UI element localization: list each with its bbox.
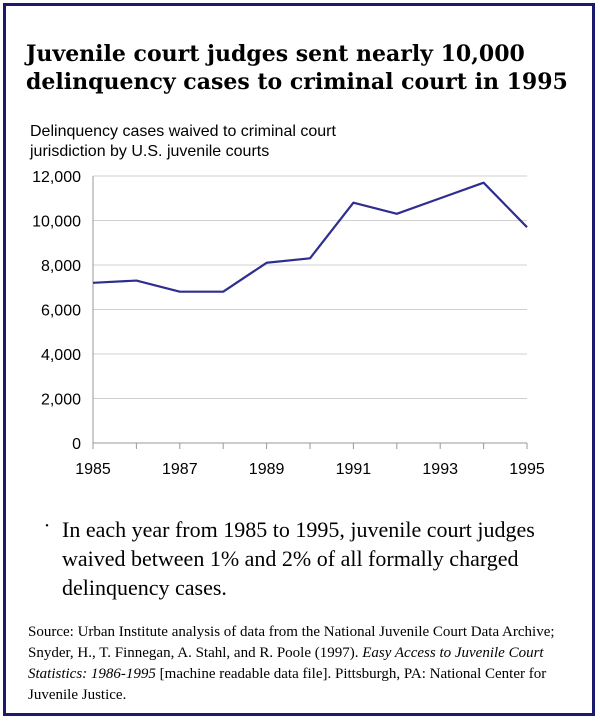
source-citation: Source: Urban Institute analysis of data… [28, 622, 578, 706]
page-frame [3, 3, 595, 716]
y-tick-label: 0 [72, 436, 81, 453]
y-tick-label: 2,000 [41, 392, 81, 409]
y-tick-label: 6,000 [41, 303, 81, 320]
source-text-end: [machine readable data file]. Pittsburgh… [28, 666, 547, 703]
y-tick-label: 12,000 [32, 169, 81, 186]
x-tick-label: 1987 [162, 461, 198, 478]
y-axis-label: Delinquency cases waived to criminal cou… [30, 123, 336, 160]
chart-title: Juvenile court judges sent nearly 10,000… [26, 41, 568, 95]
x-tick-label: 1989 [249, 461, 285, 478]
y-tick-label: 8,000 [41, 258, 81, 275]
y-tick-label: 4,000 [41, 347, 81, 364]
data-line [92, 181, 528, 293]
source-text: Source: Urban Institute analysis of data… [28, 624, 555, 661]
x-tick-label: 1993 [422, 461, 458, 478]
y-tick-label: 10,000 [32, 214, 81, 231]
x-tick-label: 1985 [75, 461, 111, 478]
source-title: Easy Access to Juvenile Court Statistics… [28, 645, 544, 682]
x-tick-label: 1991 [336, 461, 372, 478]
bullet-icon: · [44, 515, 51, 537]
x-tick-label: 1995 [509, 461, 545, 478]
note-text: In each year from 1985 to 1995, juvenile… [62, 517, 535, 600]
